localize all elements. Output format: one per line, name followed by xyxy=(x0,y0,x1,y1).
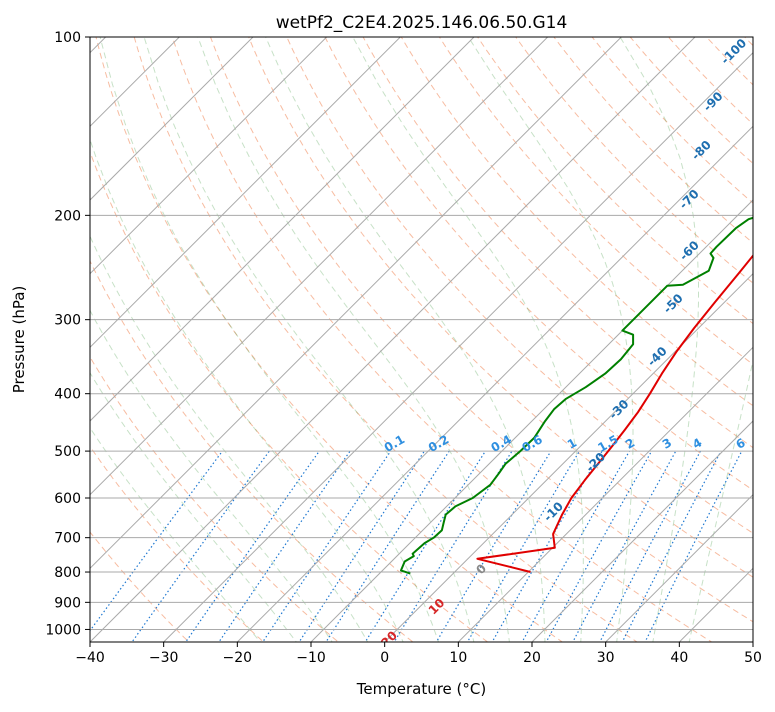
x-tick-label: 50 xyxy=(744,650,762,666)
y-tick-label: 900 xyxy=(54,595,81,611)
y-tick-label: 100 xyxy=(54,30,81,46)
x-tick-label: 20 xyxy=(523,650,541,666)
mixing-ratio-label: 8 xyxy=(756,435,770,451)
dry-adiabat-label: 40 xyxy=(311,681,333,703)
x-tick-label: −30 xyxy=(149,650,179,666)
dry-adiabat xyxy=(770,24,775,654)
y-tick-label: 700 xyxy=(54,531,81,547)
y-tick-label: 200 xyxy=(54,208,81,224)
x-tick-label: 0 xyxy=(380,650,389,666)
dry-adiabat-label: 30 xyxy=(348,652,370,674)
chart-title: wetPf2_C2E4.2025.146.06.50.G14 xyxy=(276,13,568,33)
y-tick-label: 600 xyxy=(54,491,81,507)
x-tick-label: −40 xyxy=(75,650,105,666)
y-tick-label: 400 xyxy=(54,387,81,403)
x-tick-label: 30 xyxy=(597,650,615,666)
x-axis-label: Temperature (°C) xyxy=(356,680,486,698)
y-tick-label: 800 xyxy=(54,565,81,581)
y-tick-label: 300 xyxy=(54,313,81,329)
x-tick-label: −20 xyxy=(223,650,253,666)
y-tick-label: 1000 xyxy=(45,622,81,638)
x-tick-label: 40 xyxy=(670,650,688,666)
x-tick-label: 10 xyxy=(449,650,467,666)
y-tick-label: 500 xyxy=(54,444,81,460)
x-tick-label: −10 xyxy=(296,650,326,666)
y-axis-label: Pressure (hPa) xyxy=(10,286,28,394)
